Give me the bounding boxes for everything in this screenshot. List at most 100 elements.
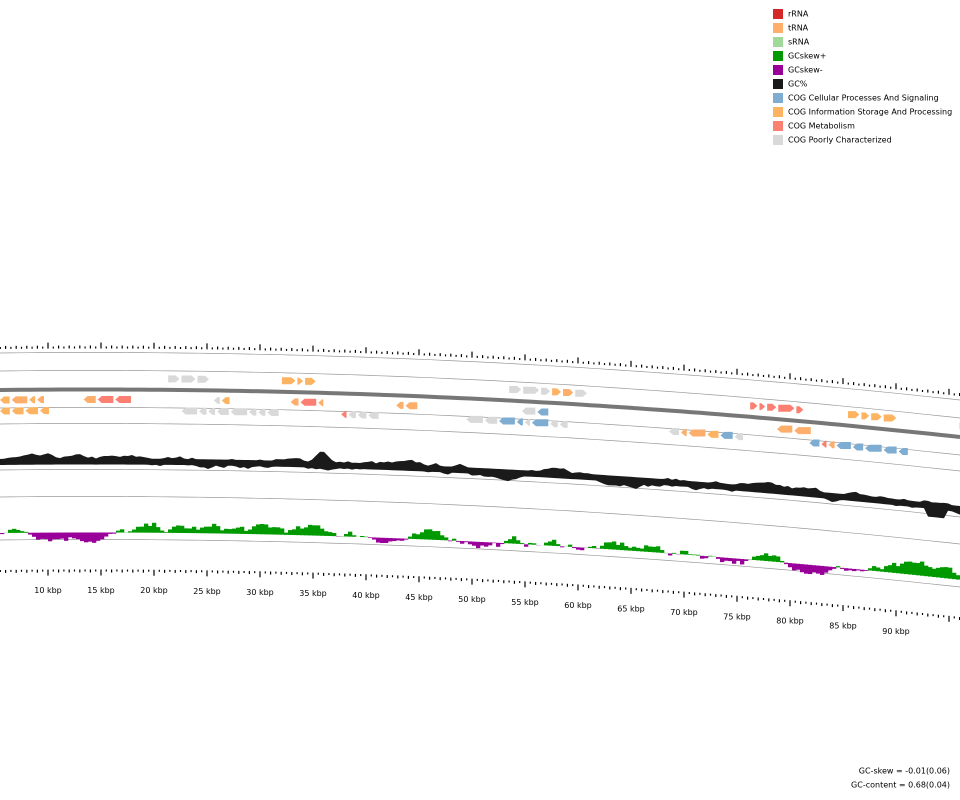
gene xyxy=(550,420,558,428)
tick-label: 75 kbp xyxy=(723,612,751,621)
tick-label: 40 kbp xyxy=(352,591,380,600)
tick-label: 80 kbp xyxy=(776,617,804,626)
gc-skew-neg xyxy=(108,532,113,534)
gc-skew-pos xyxy=(144,523,149,533)
gene xyxy=(509,386,522,394)
gc-skew-neg xyxy=(456,540,461,542)
gc-skew-neg xyxy=(104,532,109,537)
gc-skew-pos xyxy=(660,550,665,553)
gc-skew-pos xyxy=(248,529,253,535)
gene xyxy=(865,444,882,452)
gene xyxy=(861,412,870,420)
gc-skew-pos xyxy=(324,531,329,536)
gc-skew-neg xyxy=(84,532,89,543)
gc-skew-pos xyxy=(228,529,233,534)
gene xyxy=(40,407,50,415)
gc-skew-neg xyxy=(68,532,73,538)
gc-skew-pos xyxy=(900,563,905,574)
gene xyxy=(688,429,706,437)
gc-skew-pos xyxy=(920,561,925,576)
gc-skew-neg xyxy=(496,542,501,547)
gc-skew-pos xyxy=(632,546,637,551)
gene xyxy=(828,441,835,449)
gene xyxy=(348,411,356,419)
gc-skew-pos xyxy=(288,530,293,535)
gc-skew-neg xyxy=(88,532,93,542)
gc-skew-pos xyxy=(588,546,593,549)
gene xyxy=(750,402,758,410)
gc-skew-neg xyxy=(96,532,101,541)
gc-skew-pos xyxy=(352,535,357,537)
tick-label: 65 kbp xyxy=(617,604,645,613)
tick-label: 50 kbp xyxy=(458,595,486,604)
legend-swatch xyxy=(773,121,783,131)
gene xyxy=(357,411,367,419)
gc-skew-pos xyxy=(616,544,621,550)
gc-skew-neg xyxy=(32,532,37,537)
gene xyxy=(168,375,180,383)
gc-content-stat: GC-content = 0.68(0.04) xyxy=(851,781,950,790)
gene xyxy=(11,396,28,404)
ring xyxy=(0,387,960,439)
gene xyxy=(181,407,198,415)
gc-skew-neg xyxy=(700,555,705,559)
gc-skew-pos xyxy=(292,529,297,536)
gc-skew-pos xyxy=(608,542,613,550)
gc-skew-pos xyxy=(432,531,437,540)
gc-skew-neg xyxy=(576,547,581,550)
gene xyxy=(559,420,568,428)
gc-skew-pos xyxy=(440,535,445,541)
gene xyxy=(213,396,220,404)
gc-skew-neg xyxy=(784,562,789,565)
gc-skew-pos xyxy=(348,531,353,537)
gc-skew-pos xyxy=(252,526,257,535)
gc-skew-neg xyxy=(112,532,117,534)
gene xyxy=(537,408,549,416)
gc-skew-neg xyxy=(404,538,409,540)
gc-skew-pos xyxy=(256,524,261,535)
ring xyxy=(0,496,960,545)
legend-label: rRNA xyxy=(788,10,809,19)
legend-label: GC% xyxy=(788,80,808,89)
gc-skew-pos xyxy=(544,542,549,546)
gene xyxy=(405,402,418,410)
gc-skew-pos xyxy=(364,536,369,538)
gc-skew-pos xyxy=(236,527,241,534)
gc-skew-pos xyxy=(516,540,521,544)
gc-skew-neg xyxy=(744,559,749,561)
gc-skew-neg xyxy=(484,542,489,547)
gene xyxy=(37,396,45,404)
gc-skew-neg xyxy=(384,537,389,544)
gc-skew-pos xyxy=(156,527,161,533)
gc-skew-pos xyxy=(116,530,121,533)
gc-skew-pos xyxy=(936,567,941,578)
gene xyxy=(871,413,882,421)
gc-skew-neg xyxy=(396,538,401,541)
gc-skew-neg xyxy=(808,564,813,575)
gc-skew-pos xyxy=(176,525,181,533)
gc-skew-neg xyxy=(792,563,797,571)
gc-skew-neg xyxy=(388,538,393,542)
gene xyxy=(83,395,96,403)
gc-skew-pos xyxy=(212,523,217,534)
gc-skew-pos xyxy=(532,543,537,545)
gc-skew-pos xyxy=(688,554,693,555)
gc-skew-neg xyxy=(804,564,809,574)
gc-skew-neg xyxy=(668,553,673,556)
legend-label: GCskew- xyxy=(788,66,823,75)
legend-label: GCskew+ xyxy=(788,52,826,61)
gene xyxy=(680,428,687,436)
gc-skew-neg xyxy=(40,532,45,539)
gc-skew-pos xyxy=(644,545,649,552)
gc-skew-neg xyxy=(380,537,385,544)
gc-skew-pos xyxy=(528,542,533,545)
gc-skew-neg xyxy=(44,532,49,540)
gc-skew-pos xyxy=(756,555,761,561)
ring xyxy=(0,423,960,472)
gc-skew-neg xyxy=(724,557,729,561)
gc-skew-pos xyxy=(152,522,157,533)
gc-skew-pos xyxy=(8,529,13,533)
gene xyxy=(318,399,324,407)
gc-skew-pos xyxy=(680,550,685,555)
gc-skew-neg xyxy=(368,537,373,539)
